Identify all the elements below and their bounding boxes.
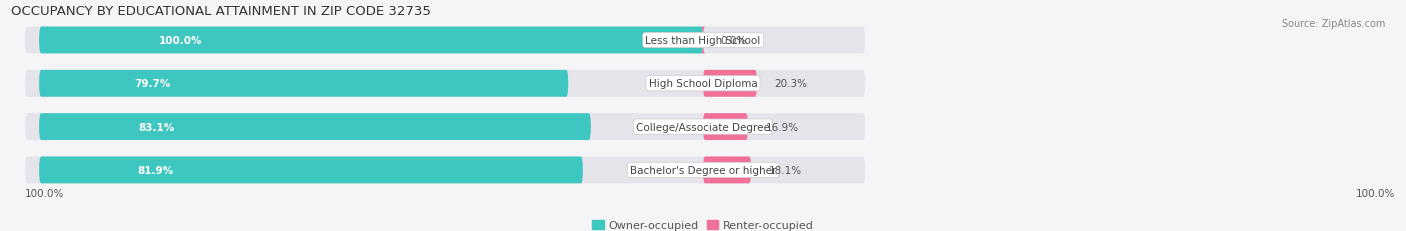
Text: 100.0%: 100.0%: [159, 36, 202, 46]
Text: 81.9%: 81.9%: [136, 165, 173, 175]
FancyBboxPatch shape: [25, 27, 865, 54]
Text: 18.1%: 18.1%: [769, 165, 801, 175]
FancyBboxPatch shape: [703, 70, 756, 97]
FancyBboxPatch shape: [703, 157, 751, 184]
Text: 16.9%: 16.9%: [765, 122, 799, 132]
FancyBboxPatch shape: [39, 157, 583, 184]
FancyBboxPatch shape: [702, 27, 704, 54]
Text: Less than High School: Less than High School: [645, 36, 761, 46]
FancyBboxPatch shape: [25, 70, 865, 97]
Text: Bachelor's Degree or higher: Bachelor's Degree or higher: [630, 165, 776, 175]
FancyBboxPatch shape: [25, 157, 865, 184]
Text: High School Diploma: High School Diploma: [648, 79, 758, 89]
Text: Source: ZipAtlas.com: Source: ZipAtlas.com: [1281, 18, 1385, 28]
Text: 79.7%: 79.7%: [135, 79, 170, 89]
Text: 0.0%: 0.0%: [720, 36, 747, 46]
FancyBboxPatch shape: [39, 70, 568, 97]
FancyBboxPatch shape: [39, 114, 591, 140]
FancyBboxPatch shape: [39, 27, 703, 54]
Text: 83.1%: 83.1%: [138, 122, 174, 132]
Text: 100.0%: 100.0%: [25, 188, 65, 198]
FancyBboxPatch shape: [703, 114, 748, 140]
Text: OCCUPANCY BY EDUCATIONAL ATTAINMENT IN ZIP CODE 32735: OCCUPANCY BY EDUCATIONAL ATTAINMENT IN Z…: [11, 6, 432, 18]
FancyBboxPatch shape: [25, 114, 865, 140]
Legend: Owner-occupied, Renter-occupied: Owner-occupied, Renter-occupied: [592, 220, 814, 230]
Text: College/Associate Degree: College/Associate Degree: [636, 122, 770, 132]
Text: 20.3%: 20.3%: [775, 79, 807, 89]
Text: 100.0%: 100.0%: [1355, 188, 1395, 198]
